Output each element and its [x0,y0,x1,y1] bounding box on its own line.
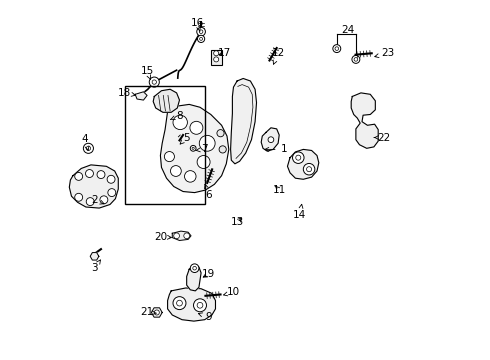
Circle shape [303,163,315,175]
Circle shape [197,27,205,36]
Circle shape [193,266,196,270]
Circle shape [154,310,159,315]
Circle shape [333,45,341,53]
Circle shape [164,152,174,162]
Text: 7: 7 [196,144,208,154]
Text: 4: 4 [81,134,89,150]
Text: 15: 15 [141,66,154,79]
Circle shape [86,198,94,206]
Text: 10: 10 [223,287,240,297]
Circle shape [214,57,219,62]
Circle shape [86,170,94,177]
Polygon shape [69,165,118,208]
Circle shape [74,172,83,180]
Polygon shape [153,89,179,112]
Text: 9: 9 [198,312,212,322]
Circle shape [199,30,203,33]
Text: 6: 6 [204,184,212,200]
Polygon shape [261,128,279,151]
Circle shape [296,155,301,160]
Text: 22: 22 [374,132,390,143]
Circle shape [100,196,108,204]
Text: 17: 17 [218,48,231,58]
Circle shape [74,193,83,201]
Polygon shape [351,93,378,148]
Text: 11: 11 [272,185,286,195]
Text: 12: 12 [271,48,285,64]
Circle shape [173,297,186,310]
Circle shape [173,115,187,130]
Circle shape [171,166,181,176]
Circle shape [352,55,360,63]
Circle shape [197,302,203,308]
Circle shape [83,143,94,153]
Circle shape [214,51,219,56]
Text: 13: 13 [230,217,244,228]
Text: 18: 18 [118,88,135,98]
Circle shape [197,156,210,168]
Text: 3: 3 [91,260,100,273]
Text: 24: 24 [341,24,354,35]
Circle shape [174,233,179,239]
Bar [125,86,205,204]
Circle shape [185,171,196,182]
Circle shape [268,137,274,143]
Circle shape [190,121,203,134]
Circle shape [335,47,339,50]
Circle shape [219,146,226,153]
Text: 2: 2 [91,195,104,205]
Circle shape [152,80,156,84]
Circle shape [97,171,105,179]
Text: 14: 14 [293,204,306,220]
Text: 21: 21 [141,307,156,318]
Polygon shape [231,78,257,164]
Circle shape [192,147,194,149]
Circle shape [194,299,206,312]
Circle shape [293,152,304,163]
Text: 8: 8 [171,111,183,121]
Circle shape [184,233,190,239]
Circle shape [86,146,91,150]
Text: 20: 20 [154,232,172,242]
Polygon shape [288,149,319,179]
Text: 1: 1 [265,144,287,154]
Circle shape [199,37,202,40]
Circle shape [190,264,199,273]
Text: 5: 5 [180,132,190,144]
Circle shape [190,145,196,151]
Circle shape [217,130,224,137]
Polygon shape [168,288,216,321]
Polygon shape [160,104,229,193]
Circle shape [107,175,115,183]
Circle shape [176,300,182,306]
Text: 16: 16 [191,18,204,31]
Circle shape [108,189,116,197]
Circle shape [199,135,215,151]
Circle shape [307,167,312,172]
Bar [211,50,221,65]
Polygon shape [172,231,191,240]
Polygon shape [90,253,99,260]
Circle shape [197,35,205,42]
Text: 19: 19 [202,269,215,279]
Text: 23: 23 [375,48,395,58]
Circle shape [149,77,159,87]
Circle shape [354,58,358,61]
Polygon shape [135,92,147,100]
Polygon shape [187,266,201,291]
Polygon shape [151,308,162,317]
